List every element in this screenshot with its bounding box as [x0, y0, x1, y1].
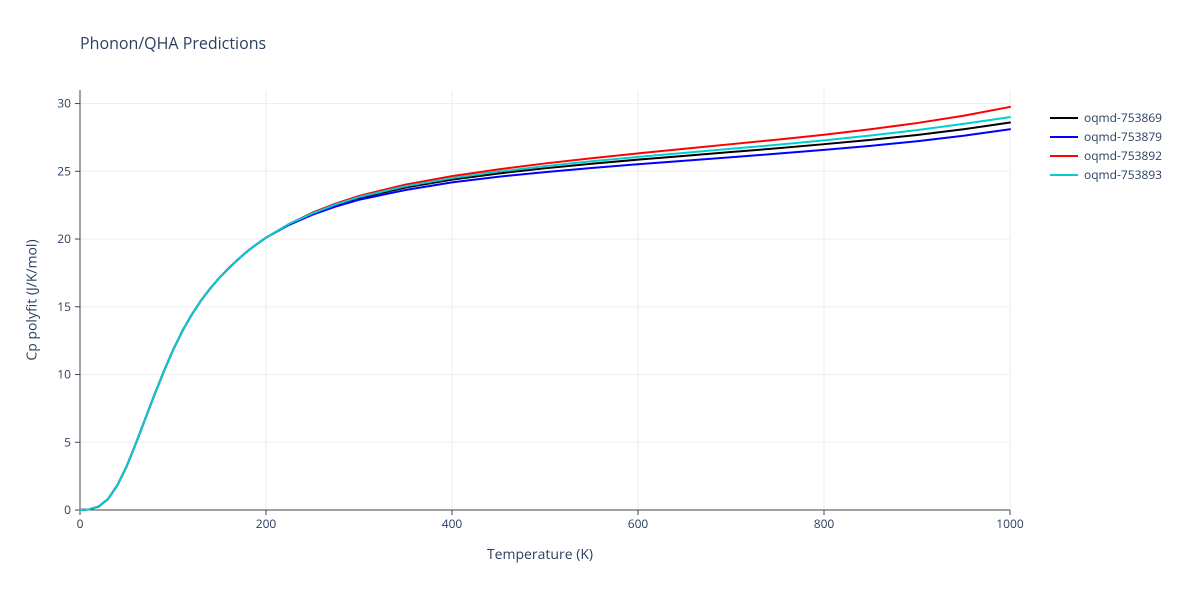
x-tick-label: 800	[814, 515, 835, 532]
legend-swatch	[1050, 136, 1078, 138]
legend-label: oqmd-753869	[1084, 109, 1162, 126]
y-tick-label: 20	[57, 230, 71, 247]
y-tick-label: 5	[64, 433, 71, 450]
y-tick-label: 10	[57, 366, 71, 383]
legend-swatch	[1050, 174, 1078, 176]
y-tick-label: 0	[64, 501, 71, 518]
legend-item[interactable]: oqmd-753892	[1050, 146, 1162, 165]
series-line[interactable]	[80, 129, 1010, 510]
x-tick-label: 1000	[996, 515, 1024, 532]
y-tick-label: 30	[57, 95, 71, 112]
legend: oqmd-753869 oqmd-753879 oqmd-753892 oqmd-75…	[1050, 108, 1162, 184]
x-tick-label: 200	[256, 515, 277, 532]
legend-item[interactable]: oqmd-753893	[1050, 165, 1162, 184]
legend-item[interactable]: oqmd-753879	[1050, 127, 1162, 146]
series-line[interactable]	[80, 123, 1010, 510]
legend-swatch	[1050, 155, 1078, 157]
x-tick-label: 600	[628, 515, 649, 532]
legend-label: oqmd-753892	[1084, 147, 1162, 164]
plot-area[interactable]: 0 200 400 600 800 1000 0 5 10 15 20 25 30	[0, 0, 1200, 565]
legend-label: oqmd-753893	[1084, 166, 1162, 183]
legend-swatch	[1050, 117, 1078, 119]
y-tick-label: 15	[57, 298, 71, 315]
x-axis-label: Temperature (K)	[0, 545, 1200, 564]
legend-label: oqmd-753879	[1084, 128, 1162, 145]
x-tick-label: 0	[77, 515, 84, 532]
y-tick-label: 25	[57, 162, 71, 179]
x-tick-label: 400	[442, 515, 463, 532]
series-line[interactable]	[80, 117, 1010, 510]
legend-item[interactable]: oqmd-753869	[1050, 108, 1162, 127]
